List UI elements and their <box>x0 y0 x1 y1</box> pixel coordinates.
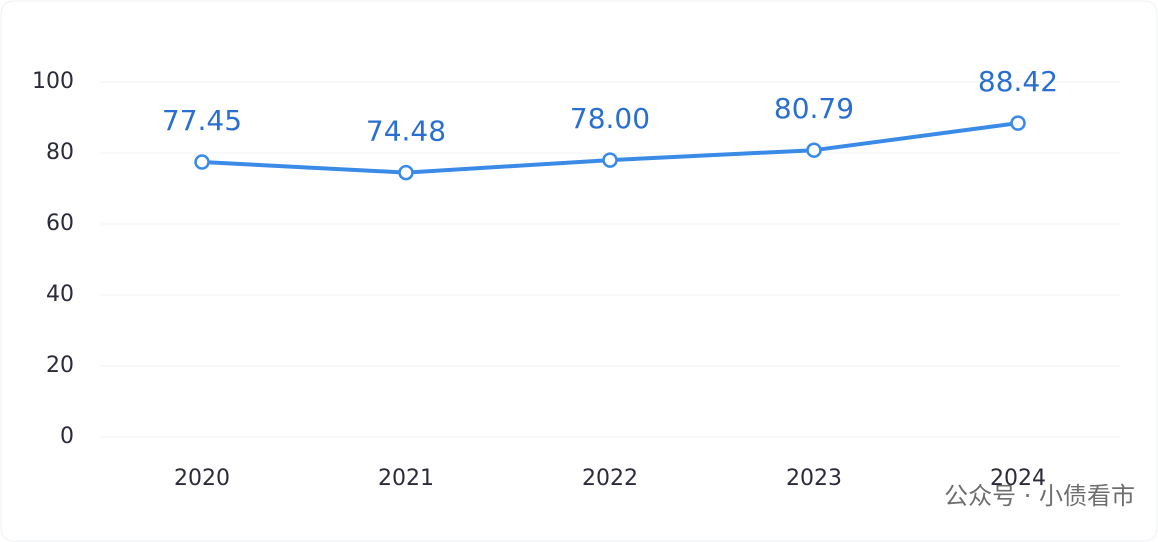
y-tick-label: 80 <box>46 140 74 165</box>
value-label: 74.48 <box>366 115 446 148</box>
watermark: 公众号 · 小债看市 <box>944 482 1135 510</box>
x-tick-label: 2021 <box>378 466 434 491</box>
x-tick-label: 2022 <box>582 466 638 491</box>
value-label: 78.00 <box>570 102 650 135</box>
point <box>806 142 822 158</box>
point <box>194 154 210 170</box>
y-tick-label: 20 <box>46 353 74 378</box>
value-label: 80.79 <box>774 92 854 125</box>
value-label: 77.45 <box>162 104 242 137</box>
point <box>1010 115 1026 131</box>
x-tick-label: 2024 <box>990 466 1046 491</box>
x-tick-label: 2023 <box>786 466 842 491</box>
value-label: 88.42 <box>978 65 1058 98</box>
y-tick-label: 0 <box>60 424 74 449</box>
x-tick-label: 2020 <box>174 466 230 491</box>
y-tick-label: 60 <box>46 211 74 236</box>
point <box>398 164 414 181</box>
y-tick-label: 100 <box>32 69 74 94</box>
point <box>602 152 618 168</box>
y-tick-label: 40 <box>46 282 74 307</box>
